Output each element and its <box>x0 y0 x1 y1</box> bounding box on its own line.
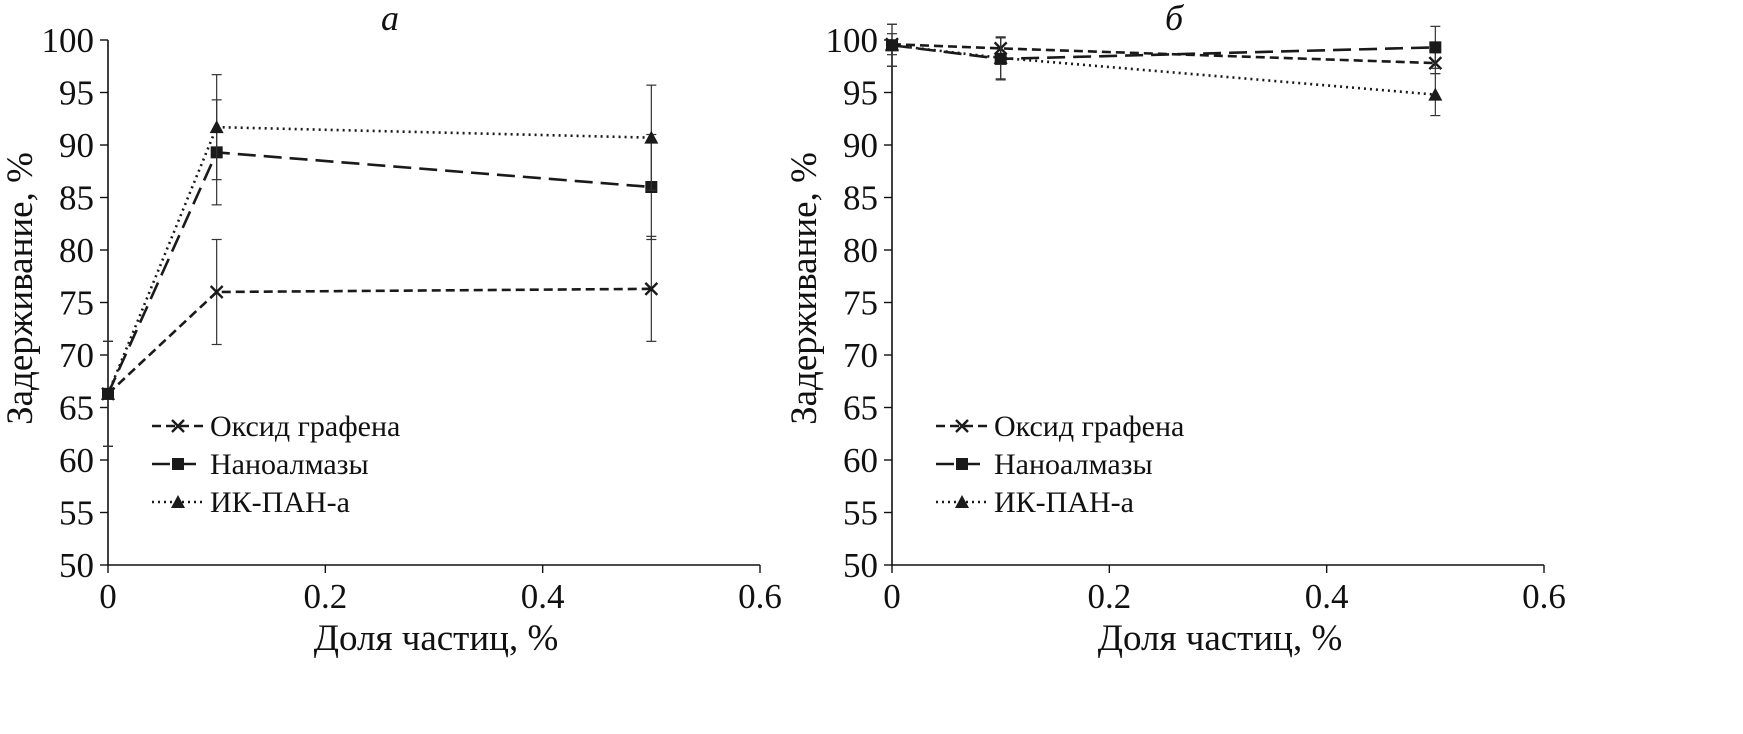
x-tick-label: 0 <box>99 577 117 616</box>
data-point <box>209 120 224 134</box>
y-tick-label: 100 <box>826 21 879 60</box>
legend-marker <box>171 495 185 508</box>
panel-title: б <box>1165 0 1185 38</box>
legend-marker <box>955 495 969 508</box>
x-axis-title: Доля частиц, % <box>314 618 559 659</box>
legend-label: ИК-ПАН-а <box>994 486 1134 519</box>
legend-label: Оксид графена <box>210 410 400 443</box>
legend-marker <box>955 419 969 433</box>
y-tick-label: 65 <box>843 389 878 428</box>
legend: Оксид графена Наноалмазы ИК-ПАН-а <box>152 410 400 519</box>
legend-label: ИК-ПАН-а <box>210 486 350 519</box>
legend-marker <box>956 458 968 470</box>
series-2 <box>886 23 1442 81</box>
data-point <box>644 130 659 144</box>
y-tick-label: 75 <box>59 284 94 323</box>
x-tick-label: 0 <box>883 577 901 616</box>
y-tick-label: 70 <box>59 336 94 375</box>
y-tick-label: 95 <box>59 74 94 113</box>
series-3 <box>885 23 1443 117</box>
data-point <box>644 282 659 296</box>
series-3 <box>101 74 659 447</box>
chart-panel-2: 50 55 60 65 70 75 80 85 90 95 100 0 0.2 0.4 0.6 б Доля ч… <box>784 0 1566 659</box>
y-tick-label: 80 <box>843 231 878 270</box>
legend: Оксид графена Наноалмазы ИК-ПАН-а <box>936 410 1184 519</box>
x-tick-label: 0.2 <box>1087 577 1131 616</box>
y-tick-label: 100 <box>42 21 95 60</box>
data-point <box>885 38 899 52</box>
y-tick-label: 50 <box>59 546 94 585</box>
x-tick-label: 0.4 <box>1305 577 1349 616</box>
y-tick-label: 80 <box>59 231 94 270</box>
y-tick-label: 60 <box>59 441 94 480</box>
x-tick-label: 0.2 <box>303 577 347 616</box>
y-tick-label: 85 <box>59 179 94 218</box>
series-line <box>891 43 1436 61</box>
y-tick-label: 65 <box>59 389 94 428</box>
y-tick-label: 85 <box>843 179 878 218</box>
data-point <box>1429 41 1442 54</box>
data-point <box>101 386 115 400</box>
x-tick-label: 0.6 <box>738 577 782 616</box>
series-line <box>891 42 1436 65</box>
series-line <box>107 287 652 395</box>
data-point <box>1428 87 1443 101</box>
y-tick-label: 50 <box>843 546 878 585</box>
y-tick-label: 75 <box>843 284 878 323</box>
legend-marker <box>172 458 184 470</box>
data-point <box>993 50 1008 64</box>
x-tick-label: 0.4 <box>521 577 565 616</box>
x-tick-label: 0.6 <box>1522 577 1566 616</box>
chart-panel-1: 50 55 60 65 70 75 80 85 90 95 100 0 0.2 0.4 0.6 а Доля ч… <box>0 0 782 659</box>
y-tick-label: 60 <box>843 441 878 480</box>
x-axis-title: Доля частиц, % <box>1098 618 1343 659</box>
y-tick-label: 70 <box>843 336 878 375</box>
legend-label: Наноалмазы <box>994 448 1153 481</box>
y-tick-label: 55 <box>59 494 94 533</box>
legend-label: Наноалмазы <box>210 448 369 481</box>
y-tick-label: 55 <box>843 494 878 533</box>
y-axis-title: Задерживание, % <box>0 152 41 425</box>
data-point <box>209 285 224 299</box>
y-tick-label: 90 <box>59 126 94 165</box>
panel-title: а <box>381 0 399 38</box>
y-tick-label: 90 <box>843 126 878 165</box>
series-2 <box>102 99 658 447</box>
series-line <box>106 150 652 395</box>
y-tick-label: 95 <box>843 74 878 113</box>
y-axis-title: Задерживание, % <box>784 152 825 425</box>
legend-label: Оксид графена <box>994 410 1184 443</box>
legend-marker <box>171 419 185 433</box>
series-line <box>106 125 652 395</box>
